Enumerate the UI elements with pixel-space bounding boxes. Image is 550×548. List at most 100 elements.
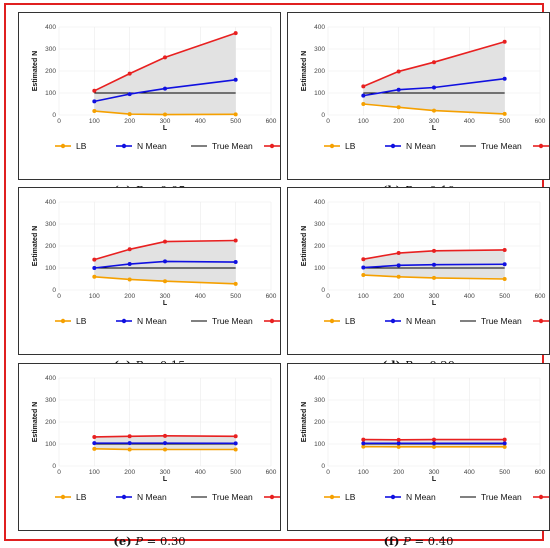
y-tick-label: 100 [314,441,325,448]
legend-label: N Mean [137,316,167,326]
x-axis-label: L [432,300,437,307]
x-tick-label: 500 [230,118,241,125]
legend-key-marker [539,495,543,499]
data-point [128,72,132,76]
data-point [397,438,401,442]
legend-label: True Mean [481,492,522,502]
x-tick-label: 600 [266,469,277,476]
legend-label: LB [345,141,356,151]
legend-key-marker [539,144,543,148]
data-point [361,441,365,445]
y-tick-label: 300 [314,397,325,404]
y-tick-label: 0 [321,287,325,294]
legend-key-marker [330,319,334,323]
x-tick-label: 0 [57,293,61,300]
data-point [128,277,132,281]
y-tick-label: 400 [314,375,325,382]
x-tick-label: 200 [124,293,135,300]
x-tick-label: 0 [57,118,61,125]
x-tick-label: 300 [160,118,171,125]
x-tick-label: 600 [535,293,546,300]
legend-label: N Mean [406,492,436,502]
y-axis-label: Estimated N [32,51,39,91]
caption-variable: P [135,534,143,548]
legend-label: True Mean [481,141,522,151]
x-tick-label: 400 [195,293,206,300]
data-point [128,112,132,116]
data-point [432,276,436,280]
x-axis-label: L [163,300,168,307]
data-point [503,445,507,449]
y-tick-label: 300 [45,46,56,53]
data-point [92,266,96,270]
data-point [503,277,507,281]
data-point [503,248,507,252]
y-tick-label: 100 [45,265,56,272]
x-tick-label: 0 [326,469,330,476]
legend-key-marker [61,144,65,148]
x-tick-label: 0 [326,293,330,300]
caption-letter: (f) [384,534,400,548]
data-point [432,109,436,113]
data-point [234,448,238,452]
y-tick-label: 400 [45,375,56,382]
caption-variable: P [403,534,411,548]
legend-key-marker [122,495,126,499]
y-tick-label: 200 [45,68,56,75]
caption-letter: (e) [113,534,131,548]
legend-key-marker [391,144,395,148]
data-point [503,438,507,442]
data-point [432,441,436,445]
x-tick-label: 300 [160,293,171,300]
y-tick-label: 200 [314,68,325,75]
legend-key-marker [391,319,395,323]
y-tick-label: 300 [314,221,325,228]
data-point [503,441,507,445]
y-tick-label: 0 [52,287,56,294]
data-point [163,441,167,445]
data-point [234,434,238,438]
data-point [234,78,238,82]
data-point [432,249,436,253]
x-tick-label: 100 [89,469,100,476]
legend-key-marker [270,144,274,148]
data-point [503,77,507,81]
panel-caption: (e) P = 0.30 [18,534,281,548]
data-point [397,441,401,445]
y-tick-label: 0 [321,112,325,119]
legend-key-marker [122,319,126,323]
legend-label: LB [345,492,356,502]
legend-key-marker [61,319,65,323]
x-axis-label: L [432,476,437,483]
y-axis-label: Estimated N [301,402,308,442]
y-tick-label: 300 [45,397,56,404]
legend-key-marker [539,319,543,323]
y-axis-label: Estimated N [301,226,308,266]
data-point [92,258,96,262]
data-point [503,262,507,266]
data-point [128,92,132,96]
y-tick-label: 200 [45,243,56,250]
y-tick-label: 300 [45,221,56,228]
legend-label: True Mean [481,316,522,326]
data-point [432,438,436,442]
x-tick-label: 100 [358,469,369,476]
legend-label: N Mean [137,141,167,151]
x-tick-label: 300 [429,469,440,476]
y-axis-label: Estimated N [32,226,39,266]
data-point [128,247,132,251]
data-point [361,266,365,270]
y-tick-label: 100 [314,265,325,272]
x-tick-label: 600 [266,118,277,125]
data-point [163,55,167,59]
x-tick-label: 100 [358,293,369,300]
x-tick-label: 500 [230,469,241,476]
data-point [397,445,401,449]
legend-label: N Mean [406,316,436,326]
data-point [163,87,167,91]
